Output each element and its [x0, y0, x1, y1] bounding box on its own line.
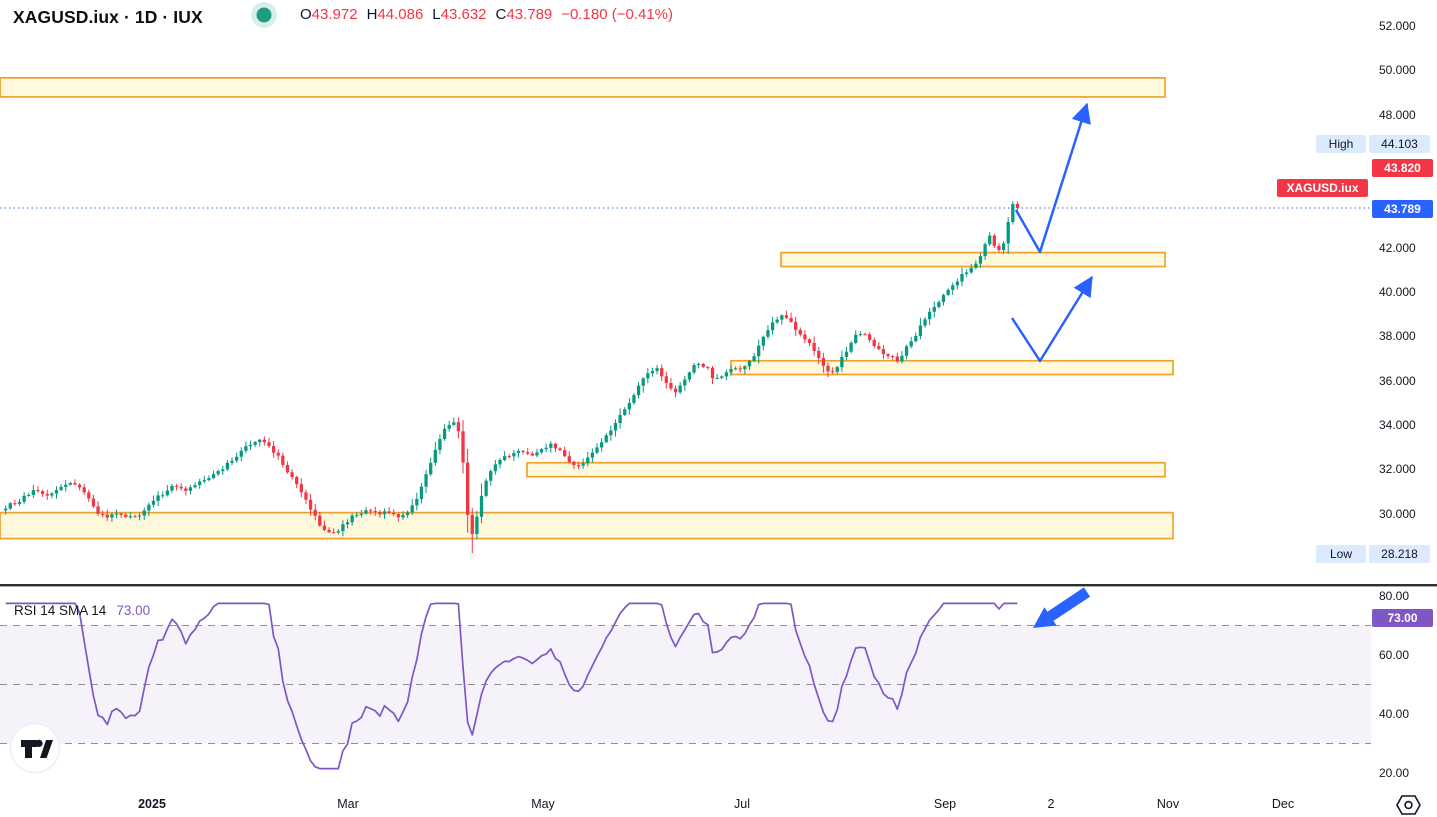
tradingview-logo[interactable]	[9, 722, 63, 776]
projection-arrow-upper[interactable]	[1014, 102, 1091, 254]
rsi-band	[0, 625, 1371, 744]
time-tick: Jul	[734, 797, 750, 811]
time-tick: 2	[1047, 797, 1055, 811]
price-tick: 42.000	[1379, 240, 1416, 255]
close-value: C43.789	[495, 6, 553, 23]
rsi-indicator-title: RSI 14 SMA 14	[14, 603, 107, 618]
price-tick: 52.000	[1379, 19, 1416, 33]
high-marker-value: 44.103	[1369, 135, 1430, 153]
last-price-badge: 43.789	[1372, 200, 1433, 218]
symbol-price-badge: XAGUSD.iux	[1277, 179, 1368, 197]
time-tick: Sep	[933, 797, 957, 811]
time-tick: 2025	[138, 797, 166, 811]
time-tick: Mar	[337, 797, 359, 811]
supply-zone-49[interactable]	[0, 77, 1166, 98]
rsi-indicator-legend[interactable]: RSI 14 SMA 14 73.00	[14, 603, 150, 618]
time-tick: Nov	[1156, 797, 1180, 811]
open-value: O43.972	[300, 6, 358, 23]
change-value: −0.180 (−0.41%)	[561, 6, 674, 23]
pane-settings-icon[interactable]	[1393, 793, 1423, 817]
low-marker-label: Low	[1316, 545, 1366, 563]
low-value: L43.632	[432, 6, 487, 23]
demand-zone-32[interactable]	[526, 461, 1166, 478]
low-marker-value: 28.218	[1369, 545, 1430, 563]
rsi-tick: 80.00	[1379, 589, 1410, 603]
price-tick: 36.000	[1379, 373, 1416, 388]
price-tick: 30.000	[1379, 506, 1416, 521]
ohlc-readout: O43.972 H44.086 L43.632 C43.789 −0.180 (…	[300, 6, 673, 23]
market-status-icon[interactable]	[250, 2, 278, 30]
price-tick: 38.000	[1379, 329, 1416, 344]
price-tick: 40.000	[1379, 285, 1416, 300]
price-tick: 50.000	[1379, 63, 1416, 78]
price-tick: 34.000	[1379, 418, 1416, 433]
low-price-marker: Low 28.218	[1316, 545, 1430, 563]
rsi-annotation-arrow[interactable]	[1033, 587, 1091, 628]
counter-price-badge: 43.820	[1372, 159, 1433, 177]
pane-separator[interactable]	[0, 584, 1437, 587]
rsi-tick: 60.00	[1379, 648, 1410, 662]
price-tick: 32.000	[1379, 462, 1416, 477]
supply-zone-41.5[interactable]	[780, 251, 1166, 268]
projection-arrow-lower[interactable]	[1010, 275, 1094, 363]
price-tick: 48.000	[1379, 107, 1416, 122]
rsi-tick: 40.00	[1379, 707, 1410, 721]
high-value: H44.086	[366, 6, 424, 23]
high-marker-label: High	[1316, 135, 1366, 153]
demand-zone-29.5[interactable]	[0, 511, 1174, 540]
rsi-indicator-value: 73.00	[116, 603, 151, 618]
time-tick: Dec	[1271, 797, 1295, 811]
rsi-value-badge: 73.00	[1372, 609, 1433, 627]
rsi-line	[5, 602, 1018, 770]
rsi-tick: 20.00	[1379, 766, 1410, 780]
demand-zone-36.5[interactable]	[730, 359, 1174, 376]
symbol-title[interactable]: XAGUSD.iux · 1D · IUX	[13, 6, 203, 27]
time-tick: May	[531, 797, 555, 811]
high-price-marker: High 44.103	[1316, 135, 1430, 153]
